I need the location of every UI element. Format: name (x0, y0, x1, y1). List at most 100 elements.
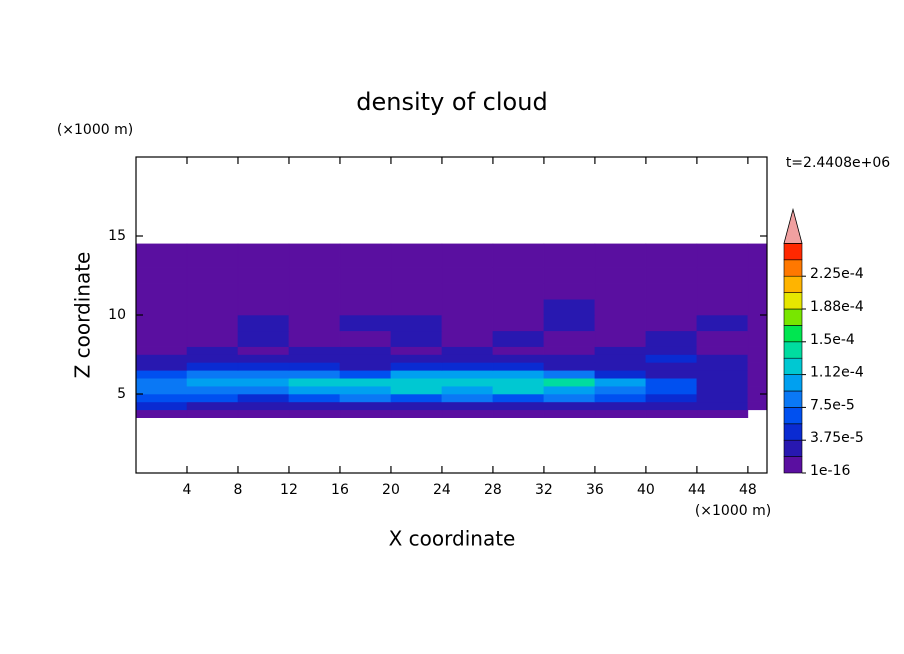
contour-cell (237, 346, 290, 355)
contour-cell (492, 409, 545, 418)
contour-cell (645, 243, 698, 268)
contour-cell (594, 283, 647, 300)
contour-cell (441, 330, 494, 347)
contour-cell (543, 243, 596, 268)
contour-cell (288, 346, 341, 355)
contour-cell (543, 393, 596, 403)
colorbar-bin (783, 374, 803, 392)
contour-cell (543, 354, 596, 363)
contour-cell (339, 354, 392, 363)
contour-cell (645, 362, 698, 371)
y-tick-label: 10 (108, 307, 126, 323)
contour-cell (492, 377, 545, 387)
contour-cell (237, 393, 290, 403)
contour-cell (441, 393, 494, 403)
contour-cell (492, 346, 545, 355)
contour-cell (696, 354, 749, 363)
contour-cell (186, 346, 239, 355)
contour-cell (696, 377, 749, 387)
x-tick-label: 48 (739, 482, 757, 498)
contour-cell (390, 409, 443, 418)
contour-cell (747, 369, 768, 379)
contour-cell (390, 401, 443, 411)
contour-cell (696, 346, 749, 355)
colorbar-bin (783, 390, 803, 408)
contour-cell (390, 267, 443, 284)
contour-cell (747, 362, 768, 371)
contour-cell (237, 283, 290, 300)
contour-cell (747, 354, 768, 363)
contour-cell (747, 314, 768, 332)
contour-cell (747, 393, 768, 403)
contour-cell (696, 267, 749, 284)
contour-cell (441, 283, 494, 300)
contour-cell (288, 354, 341, 363)
contour-cell (288, 369, 341, 379)
contour-cell (543, 283, 596, 300)
contour-cell (645, 369, 698, 379)
contour-cell (594, 369, 647, 379)
contour-cell (441, 362, 494, 371)
contour-cell (339, 393, 392, 403)
contour-cell (492, 385, 545, 395)
contour-cell (696, 314, 749, 332)
colorbar-bin (783, 423, 803, 441)
contour-cell (696, 330, 749, 347)
contour-cell (594, 330, 647, 347)
contour-cell (645, 377, 698, 387)
contour-cell (237, 401, 290, 411)
x-tick-label: 32 (535, 482, 553, 498)
contour-cell (339, 385, 392, 395)
colorbar-label: 1.88e-4 (810, 299, 864, 315)
contour-cell (237, 377, 290, 387)
contour-cell (135, 401, 188, 411)
contour-cell (237, 362, 290, 371)
x-tick-label: 16 (331, 482, 349, 498)
x-tick-label: 4 (183, 482, 192, 498)
contour-cell (441, 377, 494, 387)
contour-cell (390, 393, 443, 403)
contour-cell (492, 369, 545, 379)
contour-cell (441, 369, 494, 379)
contour-cell (696, 298, 749, 316)
contour-cell (135, 243, 188, 268)
contour-cell (339, 298, 392, 316)
contour-cell (594, 298, 647, 316)
colorbar-label: 2.25e-4 (810, 266, 864, 282)
contour-cell (492, 401, 545, 411)
contour-cell (237, 330, 290, 347)
contour-cell (747, 385, 768, 395)
contour-cell (339, 409, 392, 418)
contour-cell (186, 393, 239, 403)
colorbar-label: 1.12e-4 (810, 365, 864, 381)
contour-cell (339, 377, 392, 387)
contour-cell (390, 330, 443, 347)
contour-cell (288, 362, 341, 371)
contour-cell (441, 385, 494, 395)
contour-cell (390, 369, 443, 379)
contour-cell (696, 362, 749, 371)
contour-cell (339, 283, 392, 300)
contour-cell (135, 330, 188, 347)
colorbar-bin (783, 341, 803, 359)
contour-cell (339, 267, 392, 284)
contour-cell (288, 409, 341, 418)
contour-cell (543, 314, 596, 332)
contour-cell (186, 377, 239, 387)
contour-cell (288, 385, 341, 395)
contour-cell (441, 401, 494, 411)
contour-cell (543, 369, 596, 379)
contour-cell (543, 298, 596, 316)
x-tick-label: 12 (280, 482, 298, 498)
contour-cell (696, 385, 749, 395)
x-tick-label: 40 (637, 482, 655, 498)
contour-field (135, 243, 768, 418)
contour-cell (594, 314, 647, 332)
contour-cell (186, 330, 239, 347)
chart-title: density of cloud (356, 88, 547, 116)
contour-cell (645, 267, 698, 284)
contour-cell (186, 298, 239, 316)
colorbar-label: 1e-16 (810, 463, 850, 479)
contour-cell (492, 267, 545, 284)
contour-cell (492, 243, 545, 268)
